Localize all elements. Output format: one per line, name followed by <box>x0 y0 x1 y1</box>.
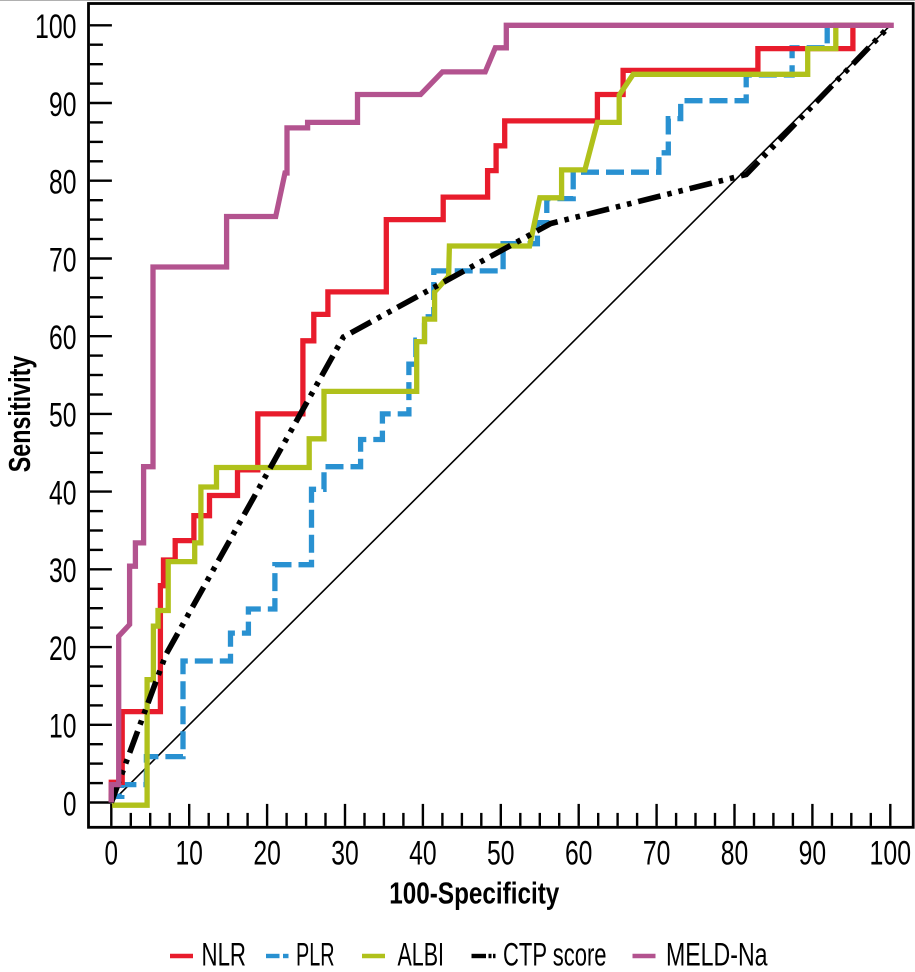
svg-text:90: 90 <box>799 835 827 873</box>
svg-text:40: 40 <box>409 835 437 873</box>
svg-text:40: 40 <box>49 474 77 512</box>
svg-text:0: 0 <box>105 835 119 873</box>
svg-text:30: 30 <box>331 835 359 873</box>
svg-text:60: 60 <box>49 319 77 357</box>
svg-text:Sensitivity: Sensitivity <box>2 355 37 472</box>
svg-text:100-Specificity: 100-Specificity <box>389 876 560 911</box>
svg-text:0: 0 <box>63 785 77 823</box>
svg-text:80: 80 <box>49 164 77 202</box>
svg-text:NLR: NLR <box>202 937 247 968</box>
svg-text:ALBI: ALBI <box>398 937 445 968</box>
svg-text:PLR: PLR <box>296 937 335 968</box>
svg-text:70: 70 <box>49 241 77 279</box>
svg-text:20: 20 <box>253 835 281 873</box>
svg-text:MELD-Na: MELD-Na <box>666 937 768 968</box>
svg-text:CTP score: CTP score <box>503 937 607 968</box>
svg-text:30: 30 <box>49 552 77 590</box>
svg-text:100: 100 <box>870 835 912 873</box>
svg-text:80: 80 <box>721 835 749 873</box>
svg-text:50: 50 <box>487 835 515 873</box>
svg-text:10: 10 <box>49 708 77 746</box>
svg-text:90: 90 <box>49 86 77 124</box>
svg-text:60: 60 <box>565 835 593 873</box>
svg-text:20: 20 <box>49 630 77 668</box>
svg-text:50: 50 <box>49 397 77 435</box>
svg-text:10: 10 <box>175 835 203 873</box>
svg-text:70: 70 <box>643 835 671 873</box>
svg-text:100: 100 <box>35 8 77 46</box>
